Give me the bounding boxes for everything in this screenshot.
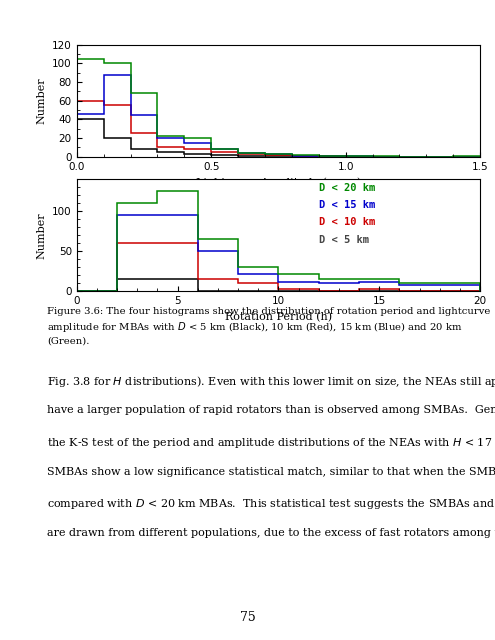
X-axis label: Rotation Period (h): Rotation Period (h) — [225, 312, 332, 322]
Text: Fig. 3.8 for $H$ distributions). Even with this lower limit on size, the NEAs st: Fig. 3.8 for $H$ distributions). Even wi… — [47, 374, 495, 389]
Text: SMBAs show a low significance statistical match, similar to that when the SMBAs : SMBAs show a low significance statistica… — [47, 467, 495, 477]
X-axis label: Lightcurve Amplitude (mags): Lightcurve Amplitude (mags) — [196, 177, 361, 188]
Text: the K-S test of the period and amplitude distributions of the NEAs with $H$ < 17: the K-S test of the period and amplitude… — [47, 436, 495, 450]
Y-axis label: Number: Number — [37, 212, 47, 259]
Text: are drawn from different populations, due to the excess of fast rotators among t: are drawn from different populations, du… — [47, 528, 495, 538]
Text: compared with $D$ < 20 km MBAs.  This statistical test suggests the SMBAs and NE: compared with $D$ < 20 km MBAs. This sta… — [47, 497, 495, 511]
Text: D < 5 km: D < 5 km — [319, 235, 369, 244]
Text: Figure 3.6: The four histograms show the distribution of rotation period and lig: Figure 3.6: The four histograms show the… — [47, 307, 491, 346]
Y-axis label: Number: Number — [37, 77, 47, 124]
Text: 75: 75 — [240, 611, 255, 624]
Text: D < 10 km: D < 10 km — [319, 218, 375, 227]
Text: D < 20 km: D < 20 km — [319, 182, 375, 193]
Text: have a larger population of rapid rotators than is observed among SMBAs.  Genera: have a larger population of rapid rotato… — [47, 405, 495, 415]
Text: D < 15 km: D < 15 km — [319, 200, 375, 210]
